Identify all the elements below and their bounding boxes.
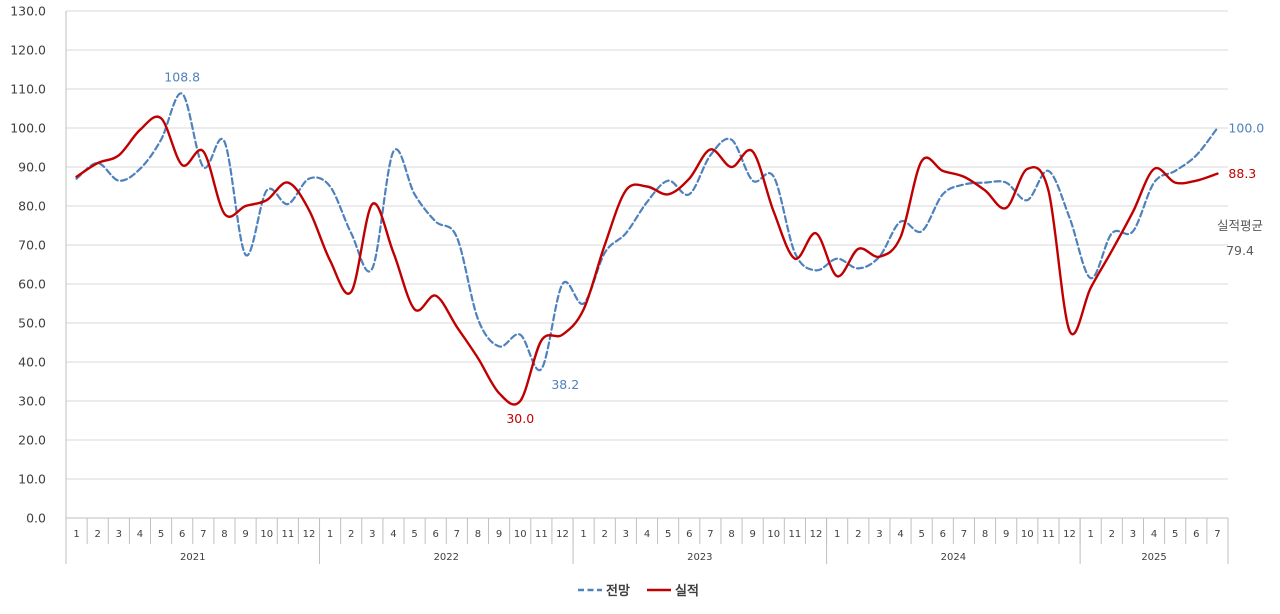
month-label: 5: [1172, 529, 1178, 540]
y-tick-label: 130.0: [10, 4, 46, 19]
month-label: 2: [855, 529, 861, 540]
month-label: 5: [665, 529, 671, 540]
month-label: 7: [1214, 529, 1220, 540]
year-label: 2024: [941, 552, 966, 563]
month-label: 5: [411, 529, 417, 540]
month-label: 3: [1130, 529, 1136, 540]
month-label: 11: [1042, 529, 1055, 540]
month-label: 6: [1193, 529, 1199, 540]
month-label: 4: [1151, 529, 1157, 540]
data-label: 100.0: [1228, 121, 1264, 136]
y-tick-label: 100.0: [10, 121, 46, 136]
month-label: 4: [137, 529, 143, 540]
month-label: 10: [260, 529, 273, 540]
forecast-series-line: [75, 92, 1219, 372]
y-tick-label: 30.0: [18, 394, 46, 409]
month-label: 10: [767, 529, 780, 540]
y-tick-label: 60.0: [18, 277, 46, 292]
data-label: 88.3: [1228, 166, 1256, 181]
average-label: 실적평균: [1217, 218, 1263, 233]
month-label: 6: [940, 529, 946, 540]
month-label: 12: [556, 529, 569, 540]
month-label: 3: [876, 529, 882, 540]
month-label: 9: [496, 529, 502, 540]
month-label: 3: [369, 529, 375, 540]
actual-series-line: [75, 115, 1219, 406]
month-label: 12: [303, 529, 316, 540]
month-label: 1: [73, 529, 79, 540]
month-label: 8: [728, 529, 734, 540]
month-label: 8: [221, 529, 227, 540]
month-label: 12: [1063, 529, 1076, 540]
month-label: 2: [348, 529, 354, 540]
y-tick-label: 120.0: [10, 43, 46, 58]
month-label: 9: [242, 529, 248, 540]
data-label: 38.2: [551, 377, 579, 392]
month-label: 3: [623, 529, 629, 540]
month-label: 5: [158, 529, 164, 540]
month-label: 11: [789, 529, 802, 540]
month-label: 7: [200, 529, 206, 540]
month-label: 10: [1021, 529, 1034, 540]
month-label: 5: [918, 529, 924, 540]
y-tick-label: 20.0: [18, 433, 46, 448]
month-label: 1: [1087, 529, 1093, 540]
month-label: 8: [475, 529, 481, 540]
month-label: 6: [686, 529, 692, 540]
month-label: 9: [1003, 529, 1009, 540]
year-label: 2022: [434, 552, 459, 563]
y-tick-label: 70.0: [18, 238, 46, 253]
month-label: 7: [454, 529, 460, 540]
data-label: 30.0: [506, 411, 534, 426]
year-label: 2025: [1141, 552, 1166, 563]
month-label: 4: [390, 529, 396, 540]
y-tick-label: 110.0: [10, 82, 46, 97]
month-label: 4: [897, 529, 903, 540]
month-label: 7: [961, 529, 967, 540]
month-label: 2: [602, 529, 608, 540]
data-label: 108.8: [164, 70, 200, 85]
month-label: 1: [834, 529, 840, 540]
month-label: 8: [982, 529, 988, 540]
month-label: 4: [644, 529, 650, 540]
y-tick-label: 50.0: [18, 316, 46, 331]
y-tick-label: 80.0: [18, 199, 46, 214]
month-label: 1: [580, 529, 586, 540]
month-label: 6: [179, 529, 185, 540]
month-label: 2: [95, 529, 101, 540]
month-label: 10: [514, 529, 527, 540]
y-tick-label: 10.0: [18, 472, 46, 487]
month-label: 1: [327, 529, 333, 540]
year-label: 2023: [687, 552, 712, 563]
month-label: 12: [810, 529, 823, 540]
legend-label-actual: 실적: [675, 583, 699, 599]
month-label: 2: [1109, 529, 1115, 540]
y-tick-label: 40.0: [18, 355, 46, 370]
month-label: 3: [116, 529, 122, 540]
month-label: 11: [281, 529, 294, 540]
y-tick-label: 90.0: [18, 160, 46, 175]
legend-label-forecast: 전망: [606, 583, 630, 599]
month-label: 11: [535, 529, 548, 540]
average-value: 79.4: [1226, 243, 1254, 258]
year-label: 2021: [180, 552, 205, 563]
month-label: 7: [707, 529, 713, 540]
month-label: 9: [749, 529, 755, 540]
month-label: 6: [433, 529, 439, 540]
y-tick-label: 0.0: [26, 511, 46, 526]
